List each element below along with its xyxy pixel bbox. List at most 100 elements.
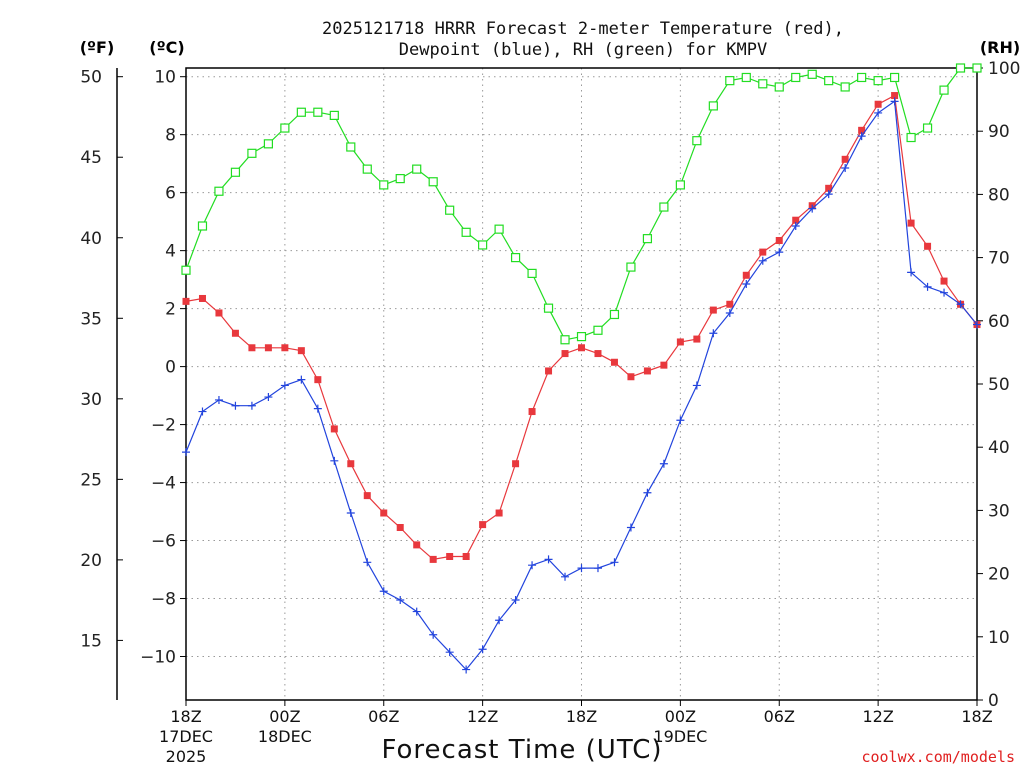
temperature-point [248, 344, 256, 352]
temperature-point [231, 329, 239, 337]
dewpoint-point [709, 329, 718, 338]
rh-point [263, 139, 273, 149]
dewpoint-point [626, 523, 635, 532]
chart-title: 2025121718 HRRR Forecast 2-meter Tempera… [322, 19, 844, 60]
rh-point [840, 82, 850, 92]
temperature-point [742, 271, 750, 279]
fahrenheit-unit-label: (ºF) [80, 38, 115, 57]
dewpoint-point [758, 256, 767, 265]
dewpoint-point [363, 558, 372, 567]
rh-point [445, 205, 455, 215]
dewpoint-point [742, 279, 751, 288]
rh-point [280, 123, 290, 133]
temperature-point [429, 555, 437, 563]
dewpoint-point [643, 488, 652, 497]
dewpoint-point [692, 381, 701, 390]
celsius-tick-label: 0 [165, 358, 176, 378]
temperature-point [693, 335, 701, 343]
dewpoint-point [874, 108, 883, 117]
celsius-tick-label: −4 [151, 474, 176, 494]
rh-point [972, 63, 982, 73]
fahrenheit-tick-label: 15 [80, 631, 102, 651]
fahrenheit-tick-label: 30 [80, 390, 102, 410]
rh-tick-label: 100 [988, 59, 1020, 79]
series-line [185, 100, 978, 671]
fahrenheit-axis: 15 20 25 30 35 40 45 50 [80, 68, 123, 651]
temperature-point [660, 361, 668, 369]
dewpoint-point [231, 401, 240, 410]
dewpoint-point [610, 558, 619, 567]
dewpoint-point [511, 595, 520, 604]
data-series [181, 63, 982, 674]
dewpoint-point [297, 375, 306, 384]
rh-point [873, 76, 883, 86]
rh-tick-label: 80 [988, 185, 1010, 205]
temperature-point [363, 492, 371, 500]
rh-point [527, 268, 537, 278]
dewpoint-point [528, 561, 537, 570]
temperature-point [841, 155, 849, 163]
rh-tick-label: 40 [988, 438, 1010, 458]
temperature-point [215, 309, 223, 317]
rh-point [955, 63, 966, 73]
dewpoint-point [593, 564, 602, 573]
rh-unit-label: (RH) [980, 38, 1020, 57]
temperature-point [907, 219, 915, 227]
celsius-unit-label: (ºC) [149, 38, 184, 57]
celsius-tick-label: −10 [140, 648, 176, 668]
rh-point [791, 72, 801, 83]
time-tick-label: 06Z [764, 707, 795, 726]
rh-point [543, 303, 554, 313]
fahrenheit-tick-label: 25 [80, 470, 102, 490]
dewpoint-point [956, 300, 965, 309]
time-tick-label: 00Z [269, 707, 300, 726]
time-tick-label: 12Z [862, 707, 893, 726]
time-tick-label: 19DEC [653, 727, 707, 746]
temperature-point [643, 367, 651, 375]
rh-tick-label: 60 [988, 312, 1010, 332]
dewpoint-point [973, 320, 981, 329]
dewpoint-point [544, 555, 553, 564]
temperature-point [676, 338, 684, 346]
dewpoint-point [907, 268, 916, 277]
rh-point [461, 227, 471, 237]
temperature-point [446, 552, 454, 560]
temperature-point [610, 358, 618, 366]
rh-point [824, 76, 834, 86]
temperature-point [545, 367, 553, 375]
rh-point [626, 262, 636, 272]
temperature-point [874, 100, 882, 108]
temperature-point [281, 344, 289, 352]
time-tick-label: 18Z [170, 707, 201, 726]
temperature-point [726, 300, 734, 308]
time-tick-label: 06Z [368, 707, 399, 726]
temperature-point [924, 242, 932, 250]
dewpoint-point [198, 407, 207, 416]
celsius-tick-label: 8 [165, 126, 176, 146]
temperature-point [198, 294, 206, 302]
temperature-point [413, 541, 421, 549]
temperature-point [759, 248, 767, 256]
temperature-point [528, 408, 536, 416]
rh-point [346, 142, 356, 152]
temperature-point [561, 350, 569, 358]
rh-point [807, 69, 817, 79]
temperature-point [330, 425, 338, 433]
fahrenheit-tick-label: 35 [80, 309, 102, 329]
dewpoint-point [478, 645, 487, 654]
rh-point [609, 309, 620, 320]
rh-point [692, 136, 702, 146]
dewpoint-point [577, 564, 586, 573]
temperature-point [512, 460, 520, 468]
rh-point [214, 186, 224, 196]
dewpoint-point [182, 448, 190, 457]
dewpoint-point [247, 401, 256, 410]
dewpoint-point [379, 587, 388, 596]
rh-point [675, 180, 685, 190]
dewpoint-point [561, 572, 570, 581]
celsius-tick-label: −8 [151, 590, 176, 610]
series-1 [182, 97, 981, 674]
gridlines [186, 68, 977, 700]
rh-point [494, 224, 504, 234]
